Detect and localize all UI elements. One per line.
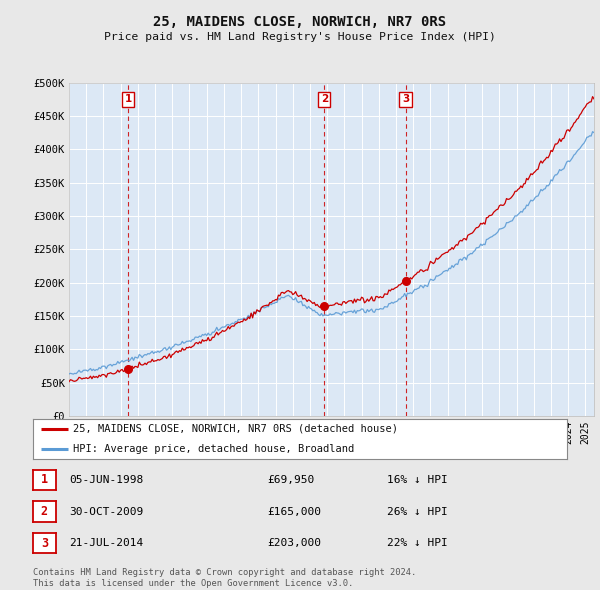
Text: £203,000: £203,000 — [267, 539, 321, 548]
Text: 2: 2 — [320, 94, 328, 104]
Text: 21-JUL-2014: 21-JUL-2014 — [69, 539, 143, 548]
Text: 3: 3 — [41, 537, 48, 550]
Text: 3: 3 — [402, 94, 409, 104]
Text: 25, MAIDENS CLOSE, NORWICH, NR7 0RS: 25, MAIDENS CLOSE, NORWICH, NR7 0RS — [154, 15, 446, 29]
Text: 16% ↓ HPI: 16% ↓ HPI — [387, 475, 448, 484]
Text: 22% ↓ HPI: 22% ↓ HPI — [387, 539, 448, 548]
Text: £165,000: £165,000 — [267, 507, 321, 516]
Text: 05-JUN-1998: 05-JUN-1998 — [69, 475, 143, 484]
Text: £69,950: £69,950 — [267, 475, 314, 484]
Text: 1: 1 — [124, 94, 131, 104]
Text: HPI: Average price, detached house, Broadland: HPI: Average price, detached house, Broa… — [73, 444, 354, 454]
Text: Price paid vs. HM Land Registry's House Price Index (HPI): Price paid vs. HM Land Registry's House … — [104, 32, 496, 42]
Text: 1: 1 — [41, 473, 48, 486]
Text: Contains HM Land Registry data © Crown copyright and database right 2024.: Contains HM Land Registry data © Crown c… — [33, 568, 416, 577]
Text: 26% ↓ HPI: 26% ↓ HPI — [387, 507, 448, 516]
Text: This data is licensed under the Open Government Licence v3.0.: This data is licensed under the Open Gov… — [33, 579, 353, 588]
Text: 25, MAIDENS CLOSE, NORWICH, NR7 0RS (detached house): 25, MAIDENS CLOSE, NORWICH, NR7 0RS (det… — [73, 424, 398, 434]
Text: 2: 2 — [41, 505, 48, 518]
Text: 30-OCT-2009: 30-OCT-2009 — [69, 507, 143, 516]
